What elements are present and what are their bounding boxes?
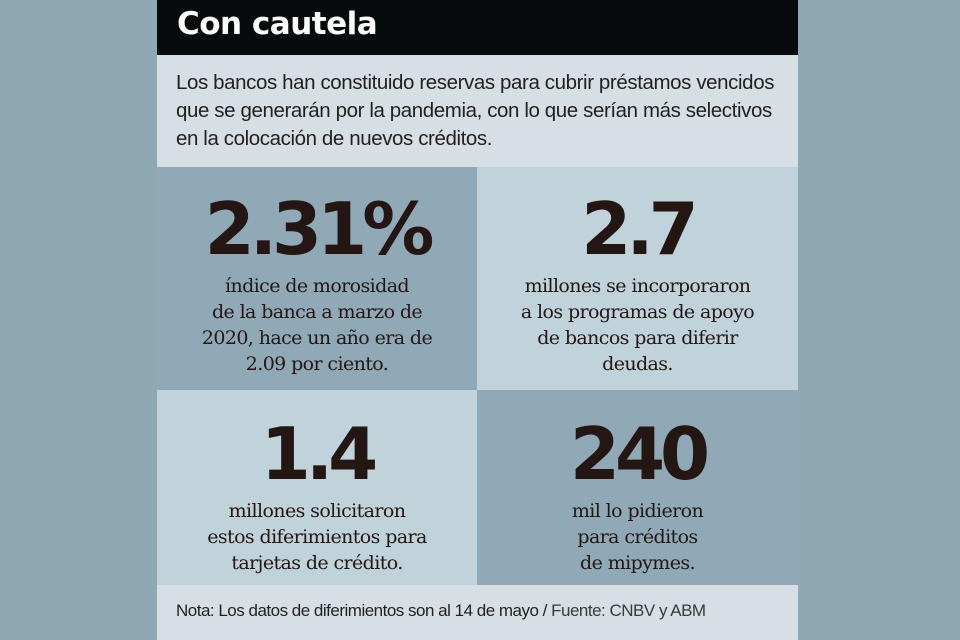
infographic-title: Con cautela	[177, 6, 378, 42]
stat-desc-line: índice de morosidad	[225, 275, 410, 297]
stat-desc-line: a los programas de apoyo	[520, 301, 755, 323]
intro-text: Los bancos han constituido reservas para…	[176, 71, 775, 150]
footer-section: Nota: Los datos de diferimientos son al …	[157, 585, 798, 640]
stat-cell-mipymes: 240 mil lo pidieron para créditos de mip…	[477, 390, 798, 585]
stat-value: 2.7	[581, 187, 699, 271]
stat-description: millones se incorporaron a los programas…	[477, 273, 798, 377]
stat-description: índice de morosidad de la banca a marzo …	[157, 273, 477, 377]
stat-desc-line: millones solicitaron	[228, 500, 406, 522]
stat-desc-line: estos diferimientos para	[207, 526, 427, 548]
stat-description: mil lo pidieron para créditos de mipymes…	[477, 498, 798, 576]
stat-desc-line: de la banca a marzo de	[211, 301, 423, 323]
footer-note: Nota: Los datos de diferimientos son al …	[176, 601, 552, 620]
stat-desc-line: de bancos para diferir	[537, 327, 738, 349]
infographic-panel: Con cautela Los bancos han constituido r…	[157, 0, 798, 640]
stat-value: 1.4	[260, 412, 379, 496]
stat-cell-morosidad: 2.31% índice de morosidad de la banca a …	[157, 167, 477, 390]
header-bar: Con cautela	[157, 0, 798, 55]
intro-section: Los bancos han constituido reservas para…	[157, 55, 798, 167]
stat-desc-line: de mipymes.	[580, 552, 695, 574]
stat-value: 2.31%	[204, 187, 435, 271]
footer-source: Fuente: CNBV y ABM	[551, 601, 706, 620]
stat-desc-line: 2.09 por ciento.	[245, 353, 389, 375]
stat-desc-line: deudas.	[602, 353, 673, 375]
stat-value: 240	[569, 412, 710, 496]
stat-cell-tarjetas: 1.4 millones solicitaron estos diferimie…	[157, 390, 477, 585]
stat-desc-line: mil lo pidieron	[571, 500, 704, 522]
stat-desc-line: 2020, hace un año era de	[201, 327, 433, 349]
stat-description: millones solicitaron estos diferimientos…	[157, 498, 477, 576]
stat-desc-line: tarjetas de crédito.	[231, 552, 403, 574]
footer-text: Nota: Los datos de diferimientos son al …	[176, 601, 706, 621]
stat-desc-line: millones se incorporaron	[524, 275, 751, 297]
stat-desc-line: para créditos	[577, 526, 698, 548]
stat-cell-programas-apoyo: 2.7 millones se incorporaron a los progr…	[477, 167, 798, 390]
